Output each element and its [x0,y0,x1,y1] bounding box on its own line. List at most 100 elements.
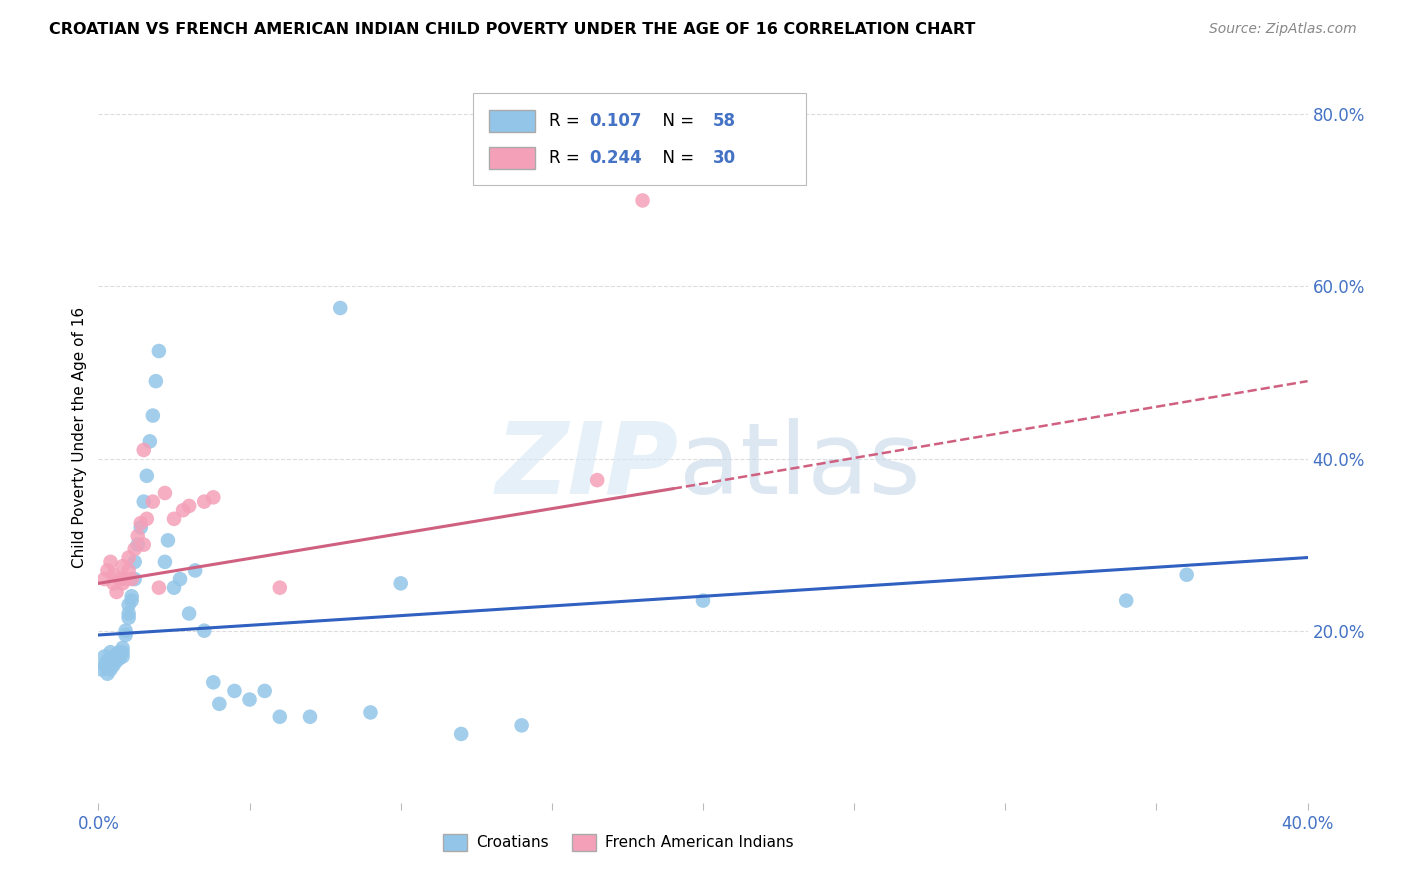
FancyBboxPatch shape [474,94,806,185]
Text: atlas: atlas [679,417,921,515]
FancyBboxPatch shape [489,110,534,132]
Point [148,344,170,359]
Point [111,576,134,591]
Point [118,611,141,625]
Point [108,651,131,665]
Point [105,654,128,668]
Point [156,533,179,548]
Point [202,675,225,690]
Point [90,662,112,676]
Point [121,593,143,607]
Point [111,640,134,655]
Point [124,541,146,556]
Text: 0.107: 0.107 [589,112,641,130]
Point [100,662,122,676]
Point [96,654,118,668]
Point [153,486,176,500]
Point [127,529,149,543]
Point [139,434,162,449]
Legend: Croatians, French American Indians: Croatians, French American Indians [436,828,800,857]
Point [389,576,412,591]
Point [329,301,352,315]
Point [142,409,165,423]
Point [299,710,322,724]
Point [105,585,128,599]
Point [96,564,118,578]
Point [96,666,118,681]
Point [142,494,165,508]
Point [118,564,141,578]
Point [586,473,609,487]
Point [692,593,714,607]
Point [224,684,246,698]
Point [450,727,472,741]
Point [510,718,533,732]
Point [129,520,152,534]
Point [103,654,125,668]
Text: N =: N = [652,149,700,167]
Point [132,538,155,552]
Text: 30: 30 [713,149,735,167]
Point [124,555,146,569]
Point [193,494,215,508]
Point [103,576,125,591]
Text: R =: R = [550,112,585,130]
Point [129,516,152,530]
Point [103,658,125,673]
Point [111,645,134,659]
Point [239,692,262,706]
Point [118,550,141,565]
Point [269,581,291,595]
Point [132,442,155,457]
Point [118,607,141,621]
Point [163,512,186,526]
Point [93,649,115,664]
Point [114,572,136,586]
Point [172,503,194,517]
Point [208,697,231,711]
Text: 58: 58 [713,112,735,130]
Point [179,607,201,621]
Point [360,706,382,720]
Point [132,494,155,508]
Point [111,559,134,574]
Point [127,538,149,552]
Point [96,660,118,674]
Point [124,572,146,586]
Text: CROATIAN VS FRENCH AMERICAN INDIAN CHILD POVERTY UNDER THE AGE OF 16 CORRELATION: CROATIAN VS FRENCH AMERICAN INDIAN CHILD… [49,22,976,37]
Point [118,598,141,612]
Point [169,572,191,586]
Point [121,572,143,586]
Point [135,468,157,483]
Point [114,628,136,642]
Text: Source: ZipAtlas.com: Source: ZipAtlas.com [1209,22,1357,37]
Text: N =: N = [652,112,700,130]
Point [1175,567,1198,582]
Point [269,710,291,724]
Text: ZIP: ZIP [496,417,679,515]
Point [100,651,122,665]
Point [184,564,207,578]
Y-axis label: Child Poverty Under the Age of 16: Child Poverty Under the Age of 16 [72,307,87,567]
Point [100,645,122,659]
Point [100,555,122,569]
Point [121,589,143,603]
Point [108,572,131,586]
Point [111,649,134,664]
Point [153,555,176,569]
Point [145,374,167,388]
Point [631,194,654,208]
Point [93,572,115,586]
Point [103,649,125,664]
Point [148,581,170,595]
Text: 0.244: 0.244 [589,149,643,167]
Point [193,624,215,638]
FancyBboxPatch shape [489,146,534,169]
Point [93,658,115,673]
Point [202,491,225,505]
Point [105,648,128,662]
Point [103,567,125,582]
Point [114,624,136,638]
Point [135,512,157,526]
Point [253,684,276,698]
